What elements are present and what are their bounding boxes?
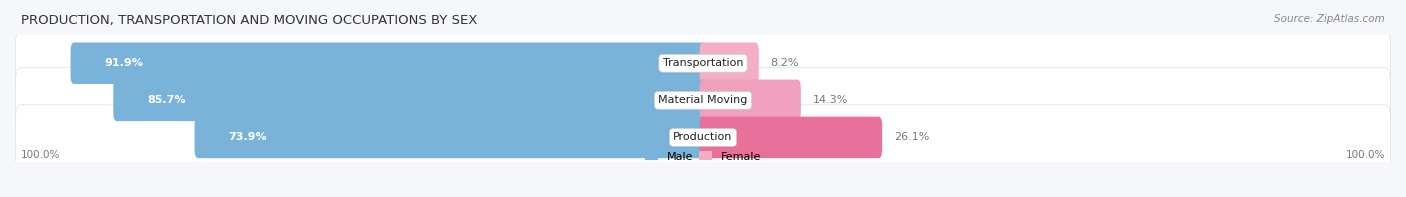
Text: PRODUCTION, TRANSPORTATION AND MOVING OCCUPATIONS BY SEX: PRODUCTION, TRANSPORTATION AND MOVING OC…	[21, 14, 478, 27]
Text: Material Moving: Material Moving	[658, 95, 748, 105]
Text: 14.3%: 14.3%	[813, 95, 848, 105]
Text: 100.0%: 100.0%	[1346, 151, 1385, 160]
Text: 100.0%: 100.0%	[21, 151, 60, 160]
Text: 8.2%: 8.2%	[770, 58, 799, 68]
FancyBboxPatch shape	[114, 80, 706, 121]
Text: 26.1%: 26.1%	[894, 132, 929, 142]
Text: Source: ZipAtlas.com: Source: ZipAtlas.com	[1274, 14, 1385, 24]
FancyBboxPatch shape	[70, 43, 706, 84]
Text: Transportation: Transportation	[662, 58, 744, 68]
Text: 91.9%: 91.9%	[104, 58, 143, 68]
FancyBboxPatch shape	[15, 31, 1391, 96]
Text: 85.7%: 85.7%	[148, 95, 186, 105]
FancyBboxPatch shape	[15, 68, 1391, 133]
FancyBboxPatch shape	[700, 80, 801, 121]
FancyBboxPatch shape	[194, 117, 706, 158]
Text: 73.9%: 73.9%	[228, 132, 267, 142]
FancyBboxPatch shape	[700, 43, 759, 84]
Text: Production: Production	[673, 132, 733, 142]
Legend: Male, Female: Male, Female	[640, 147, 766, 166]
FancyBboxPatch shape	[700, 117, 882, 158]
FancyBboxPatch shape	[15, 105, 1391, 170]
